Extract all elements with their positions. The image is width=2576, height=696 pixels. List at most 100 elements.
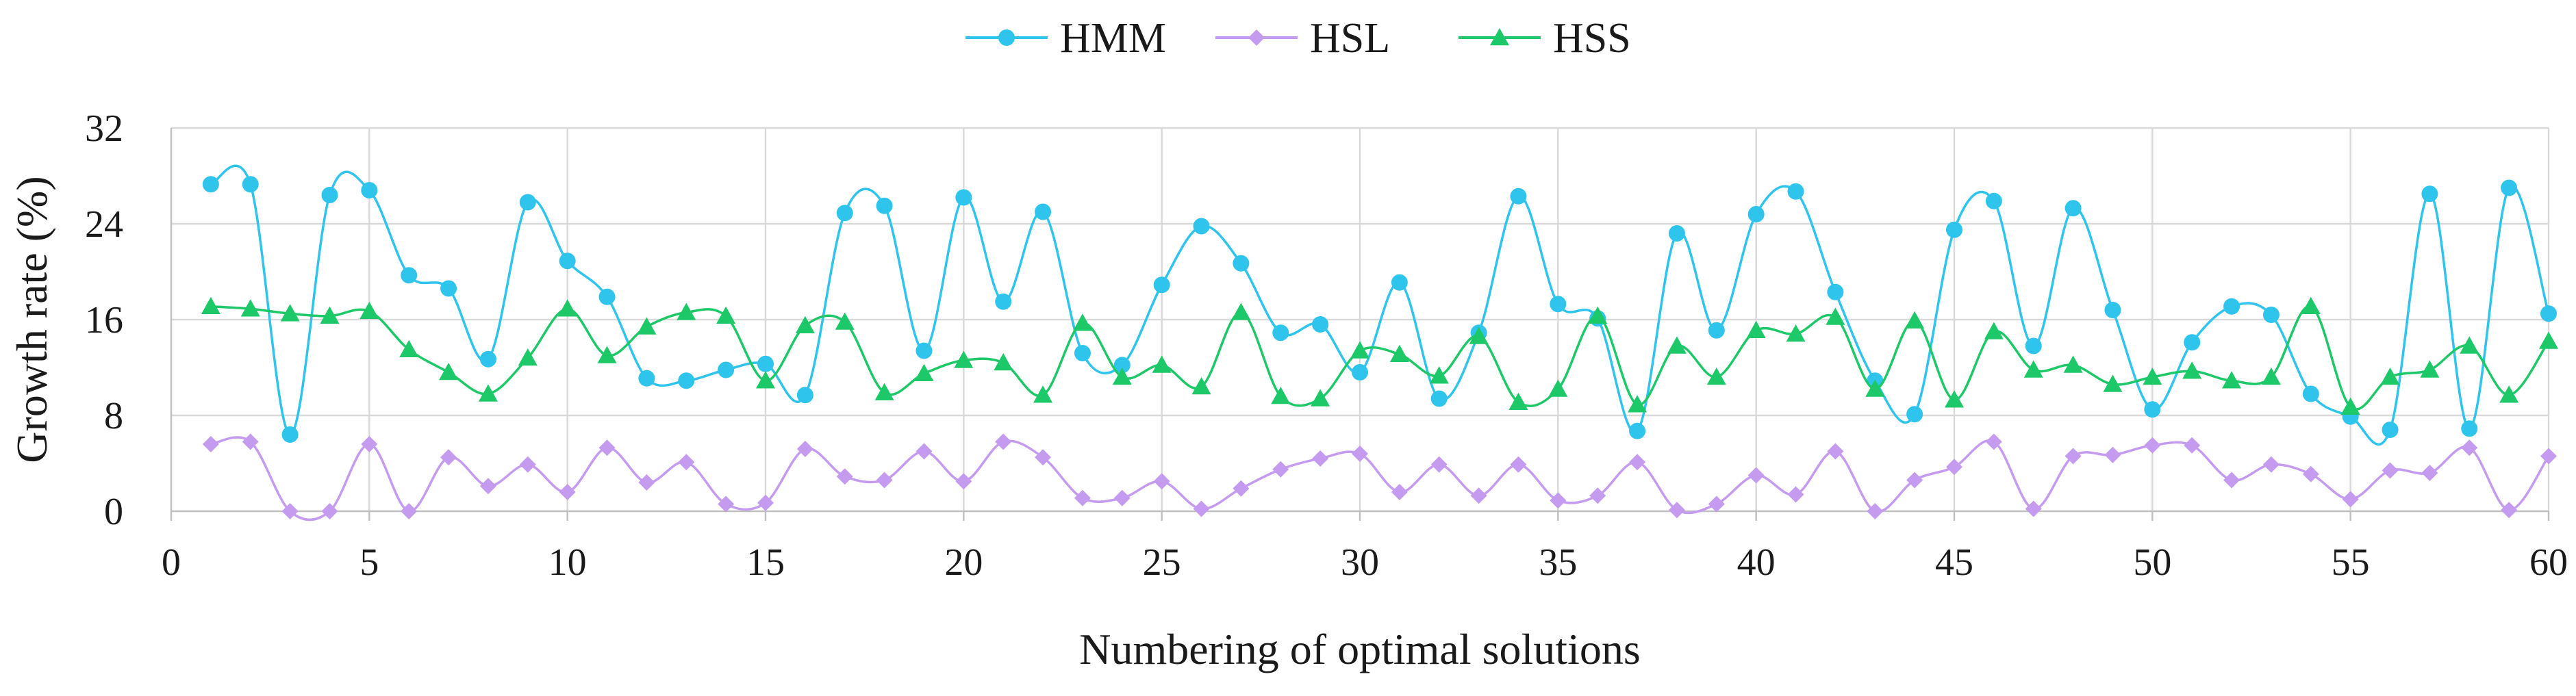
hsl-point-2 — [242, 433, 259, 450]
legend: HMM HSL HSS — [965, 15, 1631, 62]
x-tick-label-60: 60 — [2529, 541, 2568, 584]
hmm-point-52 — [2223, 298, 2240, 315]
hss-point-17 — [835, 312, 855, 330]
hss-point-37 — [1628, 395, 1647, 413]
hmm-point-25 — [1153, 276, 1170, 294]
hss-point-26 — [1191, 377, 1211, 395]
hsl-point-7 — [440, 449, 457, 466]
hsl-point-39 — [1708, 495, 1725, 513]
hmm-point-17 — [836, 205, 853, 222]
hsl-point-41 — [1787, 486, 1804, 503]
hmm-point-30 — [1352, 364, 1368, 381]
hsl-point-30 — [1352, 446, 1368, 462]
x-tick-label-45: 45 — [1935, 541, 1973, 584]
x-tick-label-35: 35 — [1539, 541, 1577, 584]
hss-point-47 — [2023, 360, 2043, 378]
hsl-point-51 — [2184, 437, 2201, 454]
hmm-point-27 — [1233, 255, 1250, 272]
hsl-point-50 — [2144, 437, 2161, 454]
hss-point-1 — [201, 296, 220, 314]
y-tick-label-0: 0 — [104, 491, 123, 533]
hss-point-3 — [280, 304, 300, 322]
hmm-point-12 — [638, 370, 655, 387]
hss-point-55 — [2340, 397, 2360, 415]
legend-label-hmm: HMM — [1060, 15, 1166, 62]
hss-point-16 — [795, 315, 815, 333]
series-hss — [201, 296, 2558, 415]
legend-label-hsl: HSL — [1310, 15, 1390, 62]
hsl-point-53 — [2262, 456, 2280, 473]
hmm-point-4 — [321, 187, 338, 203]
hsl-point-5 — [361, 436, 378, 452]
hmm-point-31 — [1391, 274, 1408, 291]
y-tick-label-8: 8 — [104, 395, 123, 437]
hss-point-51 — [2182, 361, 2202, 379]
axes: 0 8 16 24 32 0 5 10 15 20 25 30 35 40 45 50 55 60 — [85, 107, 2568, 584]
hss-point-36 — [1588, 306, 1608, 324]
x-tick-label-40: 40 — [1737, 541, 1776, 584]
hmm-point-24 — [1113, 357, 1131, 374]
hmm-point-51 — [2184, 334, 2201, 351]
hss-point-13 — [677, 302, 696, 320]
hsl-point-58 — [2461, 439, 2478, 456]
hsl-point-28 — [1272, 461, 1289, 478]
hmm-point-45 — [1946, 221, 1962, 238]
hss-point-28 — [1271, 387, 1291, 404]
hmm-point-57 — [2421, 185, 2438, 203]
hmm-point-15 — [757, 355, 774, 372]
hss-point-50 — [2143, 368, 2162, 385]
legend-marker-hmm — [998, 29, 1015, 46]
hss-point-24 — [1112, 368, 1132, 385]
hsl-point-34 — [1510, 456, 1527, 473]
hss-point-5 — [359, 301, 379, 319]
series-line-hmm — [210, 164, 2550, 446]
hss-point-7 — [439, 363, 459, 381]
hsl-point-46 — [1985, 433, 2002, 450]
hmm-point-10 — [559, 253, 576, 270]
hmm-point-50 — [2144, 401, 2161, 418]
hsl-point-52 — [2223, 472, 2240, 489]
hss-point-2 — [240, 299, 260, 317]
hsl-point-47 — [2025, 500, 2042, 517]
hmm-point-35 — [1550, 296, 1567, 313]
hsl-point-49 — [2104, 446, 2121, 463]
hmm-point-26 — [1193, 218, 1210, 235]
hsl-point-23 — [1074, 489, 1091, 506]
hss-point-11 — [597, 346, 617, 363]
hmm-point-23 — [1074, 345, 1091, 361]
hmm-point-49 — [2104, 302, 2121, 318]
hss-point-49 — [2103, 374, 2123, 392]
hsl-point-45 — [1946, 459, 1962, 476]
hmm-point-21 — [995, 293, 1012, 310]
hmm-point-18 — [876, 197, 893, 214]
hss-point-45 — [1945, 390, 1964, 408]
hsl-point-14 — [718, 495, 735, 513]
hsl-point-16 — [796, 441, 813, 457]
x-tick-label-55: 55 — [2332, 541, 2370, 584]
hsl-point-33 — [1470, 487, 1487, 504]
hmm-point-41 — [1787, 183, 1804, 200]
hss-point-40 — [1746, 320, 1766, 338]
hsl-point-44 — [1906, 472, 1923, 489]
hss-point-56 — [2380, 368, 2400, 385]
x-tick-label-25: 25 — [1143, 541, 1181, 584]
hmm-point-7 — [440, 280, 457, 297]
hmm-point-37 — [1629, 422, 1646, 439]
hmm-point-44 — [1906, 406, 1923, 423]
legend-marker-hsl — [1248, 29, 1265, 46]
hsl-point-21 — [995, 433, 1012, 450]
hss-point-12 — [637, 317, 657, 335]
series-line-hsl — [210, 436, 2550, 521]
hss-point-60 — [2539, 331, 2558, 349]
hsl-point-12 — [638, 474, 655, 491]
hss-point-10 — [557, 299, 577, 317]
hss-point-52 — [2222, 371, 2242, 389]
hsl-point-37 — [1629, 454, 1646, 471]
hmm-point-3 — [281, 426, 299, 443]
hss-point-21 — [994, 353, 1013, 371]
hmm-point-19 — [916, 342, 933, 359]
hss-point-33 — [1469, 326, 1489, 344]
hss-point-32 — [1429, 366, 1449, 384]
hmm-point-47 — [2025, 337, 2042, 355]
hss-point-54 — [2301, 296, 2321, 314]
